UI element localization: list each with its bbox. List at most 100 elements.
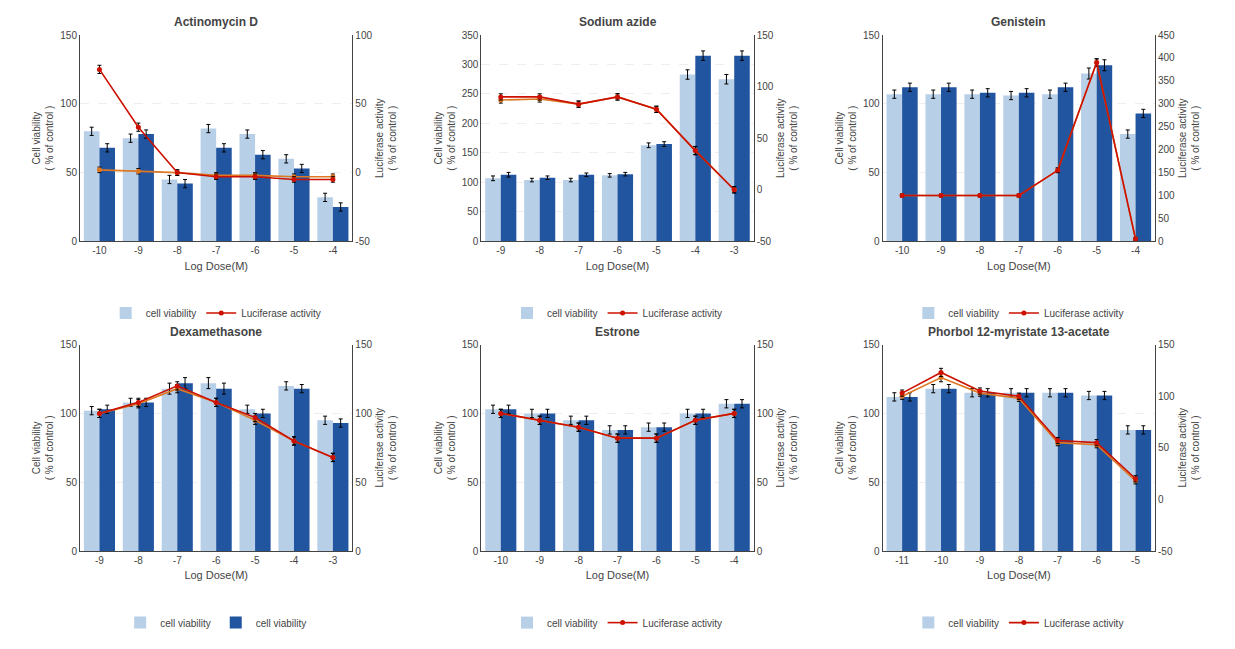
svg-text:50: 50 xyxy=(869,167,881,178)
svg-text:-4: -4 xyxy=(1131,245,1140,256)
svg-text:-10: -10 xyxy=(934,555,949,566)
svg-text:150: 150 xyxy=(60,30,77,41)
svg-text:150: 150 xyxy=(757,339,774,350)
svg-text:Luciferase activity: Luciferase activity xyxy=(1044,618,1123,629)
svg-text:Dexamethasone: Dexamethasone xyxy=(170,325,262,339)
svg-text:-7: -7 xyxy=(1053,555,1062,566)
svg-text:Cell viability( % of control ): Cell viability( % of control ) xyxy=(834,106,858,171)
svg-text:100: 100 xyxy=(60,408,77,419)
svg-text:-4: -4 xyxy=(290,555,299,566)
svg-text:-8: -8 xyxy=(173,245,182,256)
svg-text:150: 150 xyxy=(1158,339,1175,350)
svg-text:-6: -6 xyxy=(251,245,260,256)
svg-text:Estrone: Estrone xyxy=(595,325,640,339)
svg-text:100: 100 xyxy=(863,408,880,419)
svg-text:150: 150 xyxy=(1158,167,1175,178)
svg-text:-9: -9 xyxy=(95,555,104,566)
svg-text:Genistein: Genistein xyxy=(991,15,1046,29)
svg-text:350: 350 xyxy=(462,30,479,41)
svg-text:300: 300 xyxy=(1158,98,1175,109)
svg-text:Luciferase activity: Luciferase activity xyxy=(1044,308,1123,319)
svg-text:0: 0 xyxy=(355,546,361,557)
svg-text:-7: -7 xyxy=(212,245,221,256)
svg-text:cell viability: cell viability xyxy=(160,618,211,629)
svg-text:100: 100 xyxy=(757,408,774,419)
svg-text:-10: -10 xyxy=(494,555,509,566)
svg-text:0: 0 xyxy=(1158,236,1164,247)
svg-text:-9: -9 xyxy=(975,555,984,566)
svg-text:200: 200 xyxy=(1158,144,1175,155)
svg-text:Cell viability( % of control ): Cell viability( % of control ) xyxy=(433,415,457,480)
svg-text:Luciferase activity( % of cont: Luciferase activity( % of control ) xyxy=(1177,408,1201,487)
svg-text:50: 50 xyxy=(467,477,479,488)
svg-text:-8: -8 xyxy=(535,245,544,256)
svg-text:300: 300 xyxy=(462,59,479,70)
svg-text:-4: -4 xyxy=(328,245,337,256)
svg-text:100: 100 xyxy=(863,98,880,109)
svg-text:Luciferase activity( % of cont: Luciferase activity( % of control ) xyxy=(775,408,799,487)
svg-text:-9: -9 xyxy=(535,555,544,566)
svg-text:100: 100 xyxy=(355,30,372,41)
svg-text:-6: -6 xyxy=(652,555,661,566)
svg-text:100: 100 xyxy=(1158,190,1175,201)
svg-text:150: 150 xyxy=(863,30,880,41)
svg-text:-5: -5 xyxy=(251,555,260,566)
svg-text:-9: -9 xyxy=(496,245,505,256)
svg-text:0: 0 xyxy=(757,184,763,195)
svg-text:-5: -5 xyxy=(1092,245,1101,256)
svg-text:Log Dose(M): Log Dose(M) xyxy=(987,260,1051,272)
svg-text:100: 100 xyxy=(1158,391,1175,402)
svg-text:-3: -3 xyxy=(328,555,337,566)
svg-text:-8: -8 xyxy=(1014,555,1023,566)
svg-text:-5: -5 xyxy=(1131,555,1140,566)
svg-text:100: 100 xyxy=(462,408,479,419)
svg-text:-6: -6 xyxy=(1053,245,1062,256)
svg-text:150: 150 xyxy=(462,339,479,350)
svg-text:Luciferase activity( % of cont: Luciferase activity( % of control ) xyxy=(1177,98,1201,177)
svg-text:cell viability: cell viability xyxy=(547,308,598,319)
svg-text:50: 50 xyxy=(355,477,367,488)
svg-text:50: 50 xyxy=(869,477,881,488)
svg-text:150: 150 xyxy=(355,339,372,350)
svg-text:Log Dose(M): Log Dose(M) xyxy=(184,569,248,581)
svg-text:250: 250 xyxy=(1158,121,1175,132)
svg-text:-6: -6 xyxy=(1092,555,1101,566)
svg-text:-5: -5 xyxy=(290,245,299,256)
svg-text:-7: -7 xyxy=(1014,245,1023,256)
svg-text:0: 0 xyxy=(1158,494,1164,505)
svg-text:Sodium azide: Sodium azide xyxy=(579,15,657,29)
svg-text:Phorbol 12-myristate 13-acetat: Phorbol 12-myristate 13-acetate xyxy=(928,325,1110,339)
svg-text:450: 450 xyxy=(1158,30,1175,41)
svg-text:-4: -4 xyxy=(691,245,700,256)
svg-text:0: 0 xyxy=(757,546,763,557)
svg-text:-7: -7 xyxy=(613,555,622,566)
svg-text:100: 100 xyxy=(355,408,372,419)
svg-text:-6: -6 xyxy=(212,555,221,566)
svg-text:0: 0 xyxy=(71,546,77,557)
svg-text:-6: -6 xyxy=(613,245,622,256)
svg-text:-8: -8 xyxy=(574,555,583,566)
svg-text:250: 250 xyxy=(462,88,479,99)
svg-text:0: 0 xyxy=(71,236,77,247)
svg-text:Log Dose(M): Log Dose(M) xyxy=(586,569,650,581)
svg-text:100: 100 xyxy=(757,81,774,92)
svg-text:Luciferase activity: Luciferase activity xyxy=(643,308,722,319)
svg-text:100: 100 xyxy=(462,177,479,188)
svg-text:cell viability: cell viability xyxy=(948,308,999,319)
svg-text:200: 200 xyxy=(462,118,479,129)
svg-text:-9: -9 xyxy=(937,245,946,256)
svg-text:Luciferase activity: Luciferase activity xyxy=(241,308,320,319)
svg-text:0: 0 xyxy=(874,546,880,557)
svg-text:-3: -3 xyxy=(730,245,739,256)
svg-text:cell viability: cell viability xyxy=(256,618,307,629)
svg-text:Log Dose(M): Log Dose(M) xyxy=(586,260,650,272)
svg-text:150: 150 xyxy=(462,147,479,158)
svg-text:50: 50 xyxy=(66,477,78,488)
svg-text:50: 50 xyxy=(757,133,769,144)
svg-text:Cell viability( % of control ): Cell viability( % of control ) xyxy=(31,106,55,171)
svg-text:-50: -50 xyxy=(757,236,772,247)
svg-text:-4: -4 xyxy=(730,555,739,566)
svg-text:-5: -5 xyxy=(691,555,700,566)
svg-text:Luciferase activity( % of cont: Luciferase activity( % of control ) xyxy=(775,98,799,177)
svg-text:Cell viability( % of control ): Cell viability( % of control ) xyxy=(834,415,858,480)
